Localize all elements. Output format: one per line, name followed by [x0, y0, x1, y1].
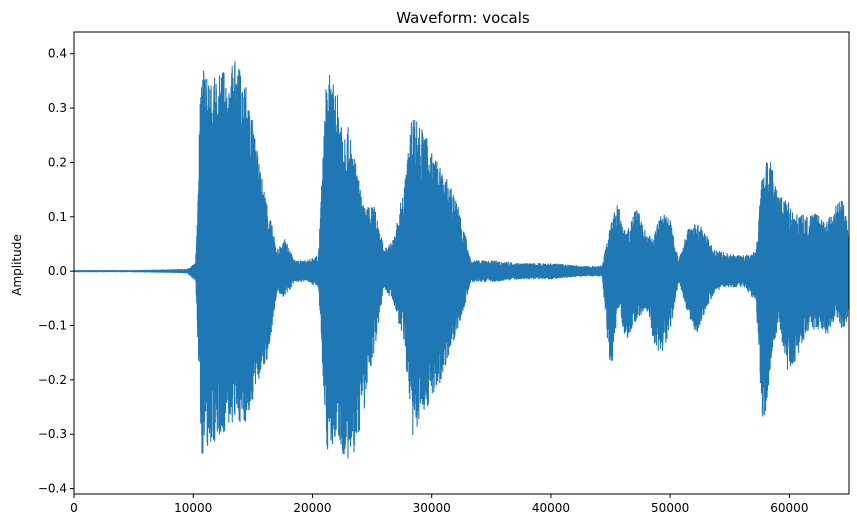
y-tick-label: 0.2: [48, 155, 67, 169]
axis-ticks: 0 10000 20000 30000 40000 50000 60000 −0.4 −0.3 −…: [38, 47, 809, 515]
x-tick-label: 0: [70, 501, 78, 515]
y-tick-label: −0.1: [38, 319, 67, 333]
x-tick-label: 60000: [770, 501, 808, 515]
x-tick-label: 50000: [651, 501, 689, 515]
y-tick-label: 0.0: [48, 264, 67, 278]
y-tick-label: −0.4: [38, 482, 67, 496]
x-tick-label: 40000: [532, 501, 570, 515]
y-tick-label: 0.1: [48, 210, 67, 224]
y-axis-label: Amplitude: [10, 234, 24, 296]
chart-title: Waveform: vocals: [396, 9, 530, 27]
waveform-series-line: [74, 61, 849, 459]
axes-frame: [73, 31, 850, 495]
y-tick-label: −0.3: [38, 427, 67, 441]
y-tick-label: −0.2: [38, 373, 67, 387]
x-tick-label: 30000: [413, 501, 451, 515]
x-tick-label: 10000: [174, 501, 212, 515]
x-tick-label: 20000: [293, 501, 331, 515]
plot-area: [74, 61, 849, 459]
y-tick-label: 0.4: [48, 47, 67, 61]
y-tick-label: 0.3: [48, 101, 67, 115]
